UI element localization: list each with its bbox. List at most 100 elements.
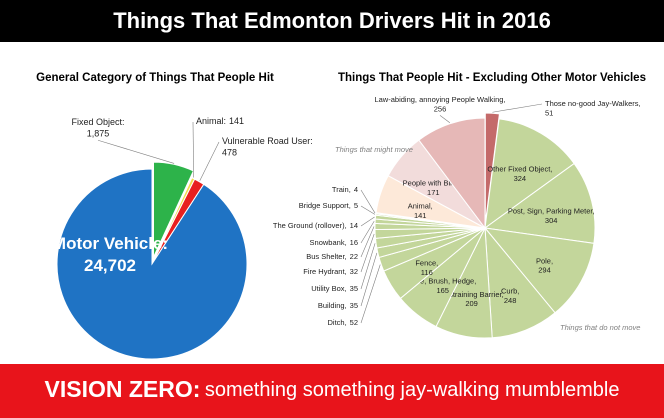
slice-category: Other Fixed Object, bbox=[487, 164, 552, 173]
footer-body: something something jay-walking mumblemb… bbox=[205, 379, 620, 401]
leader-line bbox=[360, 243, 376, 290]
footer-band bbox=[0, 364, 664, 418]
slice-category: Those no-good Jay-Walkers, bbox=[545, 99, 641, 108]
slice-label: Tree, Brush, Hedge, 165 bbox=[409, 276, 476, 294]
slice-label: Vulnerable Road User: 478 bbox=[222, 136, 313, 157]
slice-category: Pole, bbox=[536, 256, 553, 265]
leader-line bbox=[360, 264, 381, 324]
leader-line bbox=[199, 141, 220, 181]
slice-value: 141 bbox=[414, 211, 427, 220]
leader-line bbox=[360, 205, 375, 215]
slice-value: 24,702 bbox=[84, 257, 136, 276]
slice-category: Animal: bbox=[196, 116, 226, 126]
slice-label: Animal: 141 bbox=[196, 116, 244, 126]
slice-category: Law-abiding, annoying People Walking, bbox=[374, 95, 505, 104]
slice-value: 209 bbox=[465, 299, 478, 308]
chart-title: General Category of Things That People H… bbox=[36, 72, 274, 84]
slice-label: People with Bikes, 171 bbox=[403, 179, 464, 197]
slice-value: 5 bbox=[354, 201, 358, 210]
slice-category: Fence, bbox=[415, 259, 438, 268]
pie-slice bbox=[418, 117, 486, 230]
slice-label: Fence, 116 bbox=[415, 259, 438, 277]
slice-label: Ditch, 52 bbox=[327, 318, 358, 327]
slice-value: 52 bbox=[350, 318, 358, 327]
leader-line bbox=[97, 139, 175, 164]
pie-slice bbox=[56, 168, 248, 360]
slice-category: Train, bbox=[332, 185, 351, 194]
slice-label: Snowbank, 16 bbox=[310, 238, 358, 247]
slice-label: Law-abiding, annoying People Walking, 256 bbox=[374, 95, 505, 113]
slice-value: 35 bbox=[350, 284, 358, 293]
header-band bbox=[0, 0, 664, 42]
leader-line bbox=[360, 220, 375, 244]
slice-label: Building, 35 bbox=[318, 301, 358, 310]
slice-category: Curb, bbox=[501, 286, 519, 295]
slice-label: Fire Hydrant, 32 bbox=[303, 267, 358, 276]
slice-label: Animal, 141 bbox=[408, 202, 433, 220]
slice-label: Post, Sign, Parking Meter, 304 bbox=[508, 207, 595, 225]
pie-slice bbox=[483, 162, 596, 244]
slice-value: 324 bbox=[514, 174, 527, 183]
slice-label: Motor Vehicle: 24,702 bbox=[52, 234, 168, 275]
pie-slice bbox=[484, 118, 575, 230]
leader-line bbox=[360, 252, 378, 307]
slice-label: Restraining Barrier, 209 bbox=[439, 290, 503, 308]
page-title: Things That Edmonton Drivers Hit in 2016 bbox=[113, 8, 551, 33]
slice-value: 248 bbox=[504, 296, 517, 305]
leader-line bbox=[360, 189, 376, 214]
slice-value: 16 bbox=[350, 238, 358, 247]
slice-label: The Ground (rollover), 14 bbox=[273, 221, 358, 230]
footer-text: VISION ZERO: something something jay-wal… bbox=[45, 376, 620, 402]
slice-category: Motor Vehicle: bbox=[52, 234, 168, 253]
slice-category: People with Bikes, bbox=[403, 179, 464, 188]
pie-slice bbox=[483, 227, 595, 314]
slice-value: 294 bbox=[538, 266, 551, 275]
leader-line bbox=[439, 115, 451, 123]
slice-category: Utility Box, bbox=[311, 284, 346, 293]
slice-label: Fixed Object: 1,875 bbox=[71, 117, 124, 138]
slice-label: Bridge Support, 5 bbox=[299, 201, 358, 210]
slice-value: 165 bbox=[436, 286, 449, 295]
leader-line bbox=[492, 103, 543, 113]
slice-category: Tree, Brush, Hedge, bbox=[409, 276, 476, 285]
leader-line bbox=[360, 233, 375, 273]
slice-value: 171 bbox=[427, 188, 440, 197]
slice-label: Train, 4 bbox=[332, 185, 358, 194]
slice-value: 14 bbox=[350, 221, 358, 230]
slice-category: Post, Sign, Parking Meter, bbox=[508, 207, 595, 216]
slice-value: 141 bbox=[229, 116, 244, 126]
slice-value: 256 bbox=[434, 104, 447, 113]
slice-value: 1,875 bbox=[87, 129, 110, 139]
slice-category: The Ground (rollover), bbox=[273, 221, 347, 230]
slice-category: Animal, bbox=[408, 202, 433, 211]
footer-emphasis: VISION ZERO: bbox=[45, 376, 201, 402]
slice-category: Ditch, bbox=[327, 318, 346, 327]
slice-value: 4 bbox=[354, 185, 358, 194]
slice-label: Curb, 248 bbox=[501, 286, 519, 304]
slice-value: 304 bbox=[545, 216, 558, 225]
slice-category: Vulnerable Road User: bbox=[222, 136, 313, 146]
slice-category: Building, bbox=[318, 301, 347, 310]
slice-category: Restraining Barrier, bbox=[439, 290, 503, 299]
leader-line bbox=[360, 226, 375, 258]
slice-label: Other Fixed Object, 324 bbox=[487, 164, 552, 182]
leader-line bbox=[192, 121, 195, 178]
annotation: Things that might move bbox=[335, 145, 413, 154]
slice-value: 32 bbox=[350, 267, 358, 276]
slice-value: 35 bbox=[350, 301, 358, 310]
chart-title: Things That People Hit - Excluding Other… bbox=[338, 72, 646, 84]
slice-value: 22 bbox=[350, 252, 358, 261]
slice-label: Utility Box, 35 bbox=[311, 284, 358, 293]
leader-line bbox=[360, 216, 375, 227]
slice-label: Bus Shelter, 22 bbox=[306, 252, 358, 261]
slice-value: 478 bbox=[222, 148, 237, 158]
slice-category: Bus Shelter, bbox=[306, 252, 346, 261]
slice-value: 116 bbox=[421, 268, 433, 277]
slice-category: Snowbank, bbox=[310, 238, 347, 247]
slice-category: Bridge Support, bbox=[299, 201, 351, 210]
slice-label: Those no-good Jay-Walkers, 51 bbox=[545, 99, 641, 117]
slice-category: Fixed Object: bbox=[71, 117, 124, 127]
slice-value: 51 bbox=[545, 108, 553, 117]
annotation: Things that do not move bbox=[560, 323, 640, 332]
